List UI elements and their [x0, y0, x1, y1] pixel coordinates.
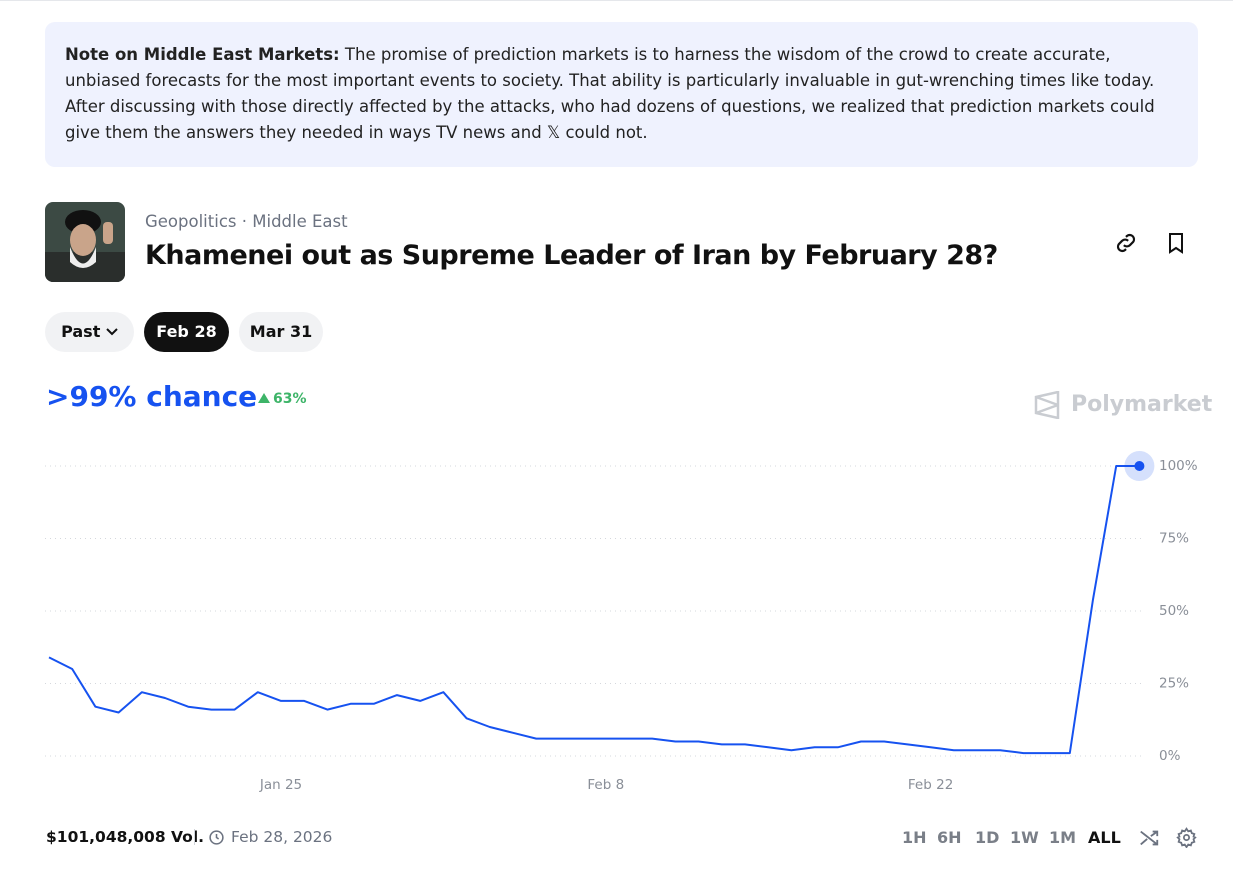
range-button[interactable]: ALL: [1088, 828, 1121, 847]
category-link[interactable]: Geopolitics: [145, 212, 237, 231]
end-point: [1134, 461, 1145, 471]
note-text: The promise of prediction markets is to …: [65, 45, 1155, 142]
tab-label: Past: [61, 322, 101, 341]
change: 63%: [273, 391, 307, 407]
range-button[interactable]: 6H: [937, 828, 962, 847]
range-button[interactable]: 1H: [902, 828, 927, 847]
series-line: [48, 465, 1140, 755]
breadcrumb: Geopolitics · Middle East: [145, 212, 348, 231]
x-tick-label: Jan 25: [259, 777, 302, 793]
chevron: [106, 328, 118, 336]
market-image: [45, 202, 125, 282]
brand-logo: [1034, 391, 1060, 419]
settings-button[interactable]: [1176, 827, 1197, 848]
link-button[interactable]: [1113, 230, 1139, 256]
volume: $101,048,008 Vol.: [46, 828, 205, 846]
chart: 0% 25% 50% 75% 100% Jan 25 Feb 8 Feb 22: [45, 451, 1198, 793]
y-tick-label: 50%: [1159, 603, 1189, 619]
separator: [194, 829, 195, 845]
bookmark-button[interactable]: [1164, 230, 1188, 256]
y-tick-label: 100%: [1159, 458, 1198, 474]
shuffle-button[interactable]: [1138, 827, 1160, 849]
up-arrow: [258, 393, 270, 403]
tab[interactable]: Feb 28: [144, 312, 229, 352]
range-button[interactable]: 1W: [1010, 828, 1039, 847]
y-tick-label: 25%: [1159, 676, 1189, 692]
x-tick-label: Feb 22: [908, 777, 953, 793]
category-link[interactable]: Middle East: [252, 212, 348, 231]
range-button[interactable]: 1M: [1049, 828, 1077, 847]
divider: [0, 0, 1233, 1]
clock-icon: [209, 830, 224, 845]
chance: >99% chance: [46, 380, 258, 413]
y-tick-label: 75%: [1159, 531, 1189, 547]
market-title: Khamenei out as Supreme Leader of Iran b…: [145, 240, 998, 271]
range-button[interactable]: 1D: [975, 828, 1000, 847]
y-tick-label: 0%: [1159, 748, 1181, 764]
tab-past[interactable]: Past: [45, 312, 134, 352]
note-box: Note on Middle East Markets: The promise…: [45, 22, 1198, 167]
x-tick-label: Feb 8: [587, 777, 624, 793]
brand: Polymarket: [1071, 392, 1213, 417]
tab[interactable]: Mar 31: [239, 312, 323, 352]
note-label: Note on Middle East Markets:: [65, 45, 340, 64]
end-date: Feb 28, 2026: [231, 828, 333, 846]
